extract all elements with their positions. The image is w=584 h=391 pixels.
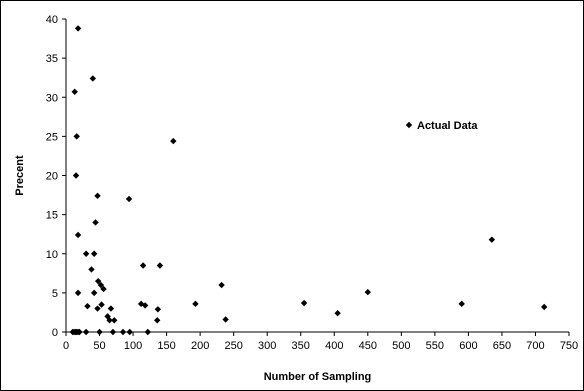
y-tick-label: 30 xyxy=(46,92,58,104)
legend: Actual Data xyxy=(405,120,478,132)
data-point xyxy=(156,262,164,269)
data-point xyxy=(72,172,80,179)
data-point xyxy=(71,88,78,95)
data-point xyxy=(141,302,149,309)
y-tick-label: 35 xyxy=(46,53,58,65)
data-point xyxy=(74,289,82,297)
data-point xyxy=(192,300,199,308)
x-tick-label: 350 xyxy=(292,340,310,352)
x-axis-title: Number of Sampling xyxy=(264,371,372,383)
data-point xyxy=(125,195,133,203)
x-tick-label: 300 xyxy=(258,340,276,352)
y-tick-label: 25 xyxy=(46,131,58,143)
x-tick-label: 150 xyxy=(157,340,175,352)
y-tick-label: 20 xyxy=(46,171,58,183)
data-point xyxy=(458,300,465,308)
x-tick-label: 50 xyxy=(93,340,105,352)
data-point xyxy=(126,328,133,336)
y-tick-label: 5 xyxy=(52,288,58,300)
x-tick-label: 450 xyxy=(359,340,377,352)
data-point xyxy=(154,306,162,313)
data-point xyxy=(98,301,105,308)
axes xyxy=(65,19,569,333)
data-point xyxy=(111,317,118,324)
data-point xyxy=(89,75,97,82)
data-point xyxy=(96,328,103,336)
data-point xyxy=(97,281,105,289)
x-tick-label: 600 xyxy=(459,340,477,352)
y-tick-label: 10 xyxy=(46,249,58,261)
data-point xyxy=(119,328,127,336)
data-point xyxy=(88,266,95,273)
data-point xyxy=(94,305,101,312)
data-point xyxy=(82,250,90,257)
data-point xyxy=(106,317,113,324)
x-tick-label: 650 xyxy=(493,340,511,352)
data-point xyxy=(488,236,496,243)
data-point xyxy=(76,328,83,336)
data-point xyxy=(300,299,308,307)
x-tick-label: 0 xyxy=(63,340,69,352)
data-point xyxy=(334,310,341,317)
data-point xyxy=(540,303,548,311)
x-tick-label: 750 xyxy=(560,340,578,352)
data-point xyxy=(139,262,147,269)
data-point xyxy=(109,328,117,336)
data-point xyxy=(73,133,80,140)
x-ticks: 0 50 100 150 200 250 300 350 400 450 500 550 600 650 7… xyxy=(63,332,578,352)
data-point xyxy=(84,302,91,310)
legend-marker xyxy=(405,121,413,129)
data-point xyxy=(170,137,177,145)
y-ticks: 0 5 10 15 20 25 30 35 40 xyxy=(46,14,66,339)
y-tick-label: 15 xyxy=(46,210,58,222)
y-tick-label: 0 xyxy=(52,327,58,339)
x-tick-label: 250 xyxy=(224,340,242,352)
data-point xyxy=(154,317,161,324)
data-point xyxy=(90,289,98,297)
data-point xyxy=(94,192,101,200)
data-point xyxy=(74,25,82,32)
data-point xyxy=(82,328,90,336)
data-point xyxy=(90,250,98,257)
legend-label: Actual Data xyxy=(417,120,478,132)
data-point xyxy=(94,277,102,285)
data-point xyxy=(107,305,115,312)
x-tick-label: 400 xyxy=(325,340,343,352)
x-tick-label: 550 xyxy=(426,340,444,352)
y-tick-label: 40 xyxy=(46,14,58,26)
data-point xyxy=(364,288,371,296)
data-point xyxy=(92,219,99,226)
data-point xyxy=(74,231,82,239)
data-point xyxy=(218,281,225,289)
data-points xyxy=(69,25,548,336)
y-axis-title: Precent xyxy=(14,155,26,196)
x-tick-label: 200 xyxy=(191,340,209,352)
x-tick-label: 700 xyxy=(526,340,544,352)
x-tick-label: 100 xyxy=(124,340,142,352)
x-tick-label: 500 xyxy=(392,340,410,352)
data-point xyxy=(144,328,152,336)
data-point xyxy=(100,285,107,293)
data-point xyxy=(222,316,229,323)
